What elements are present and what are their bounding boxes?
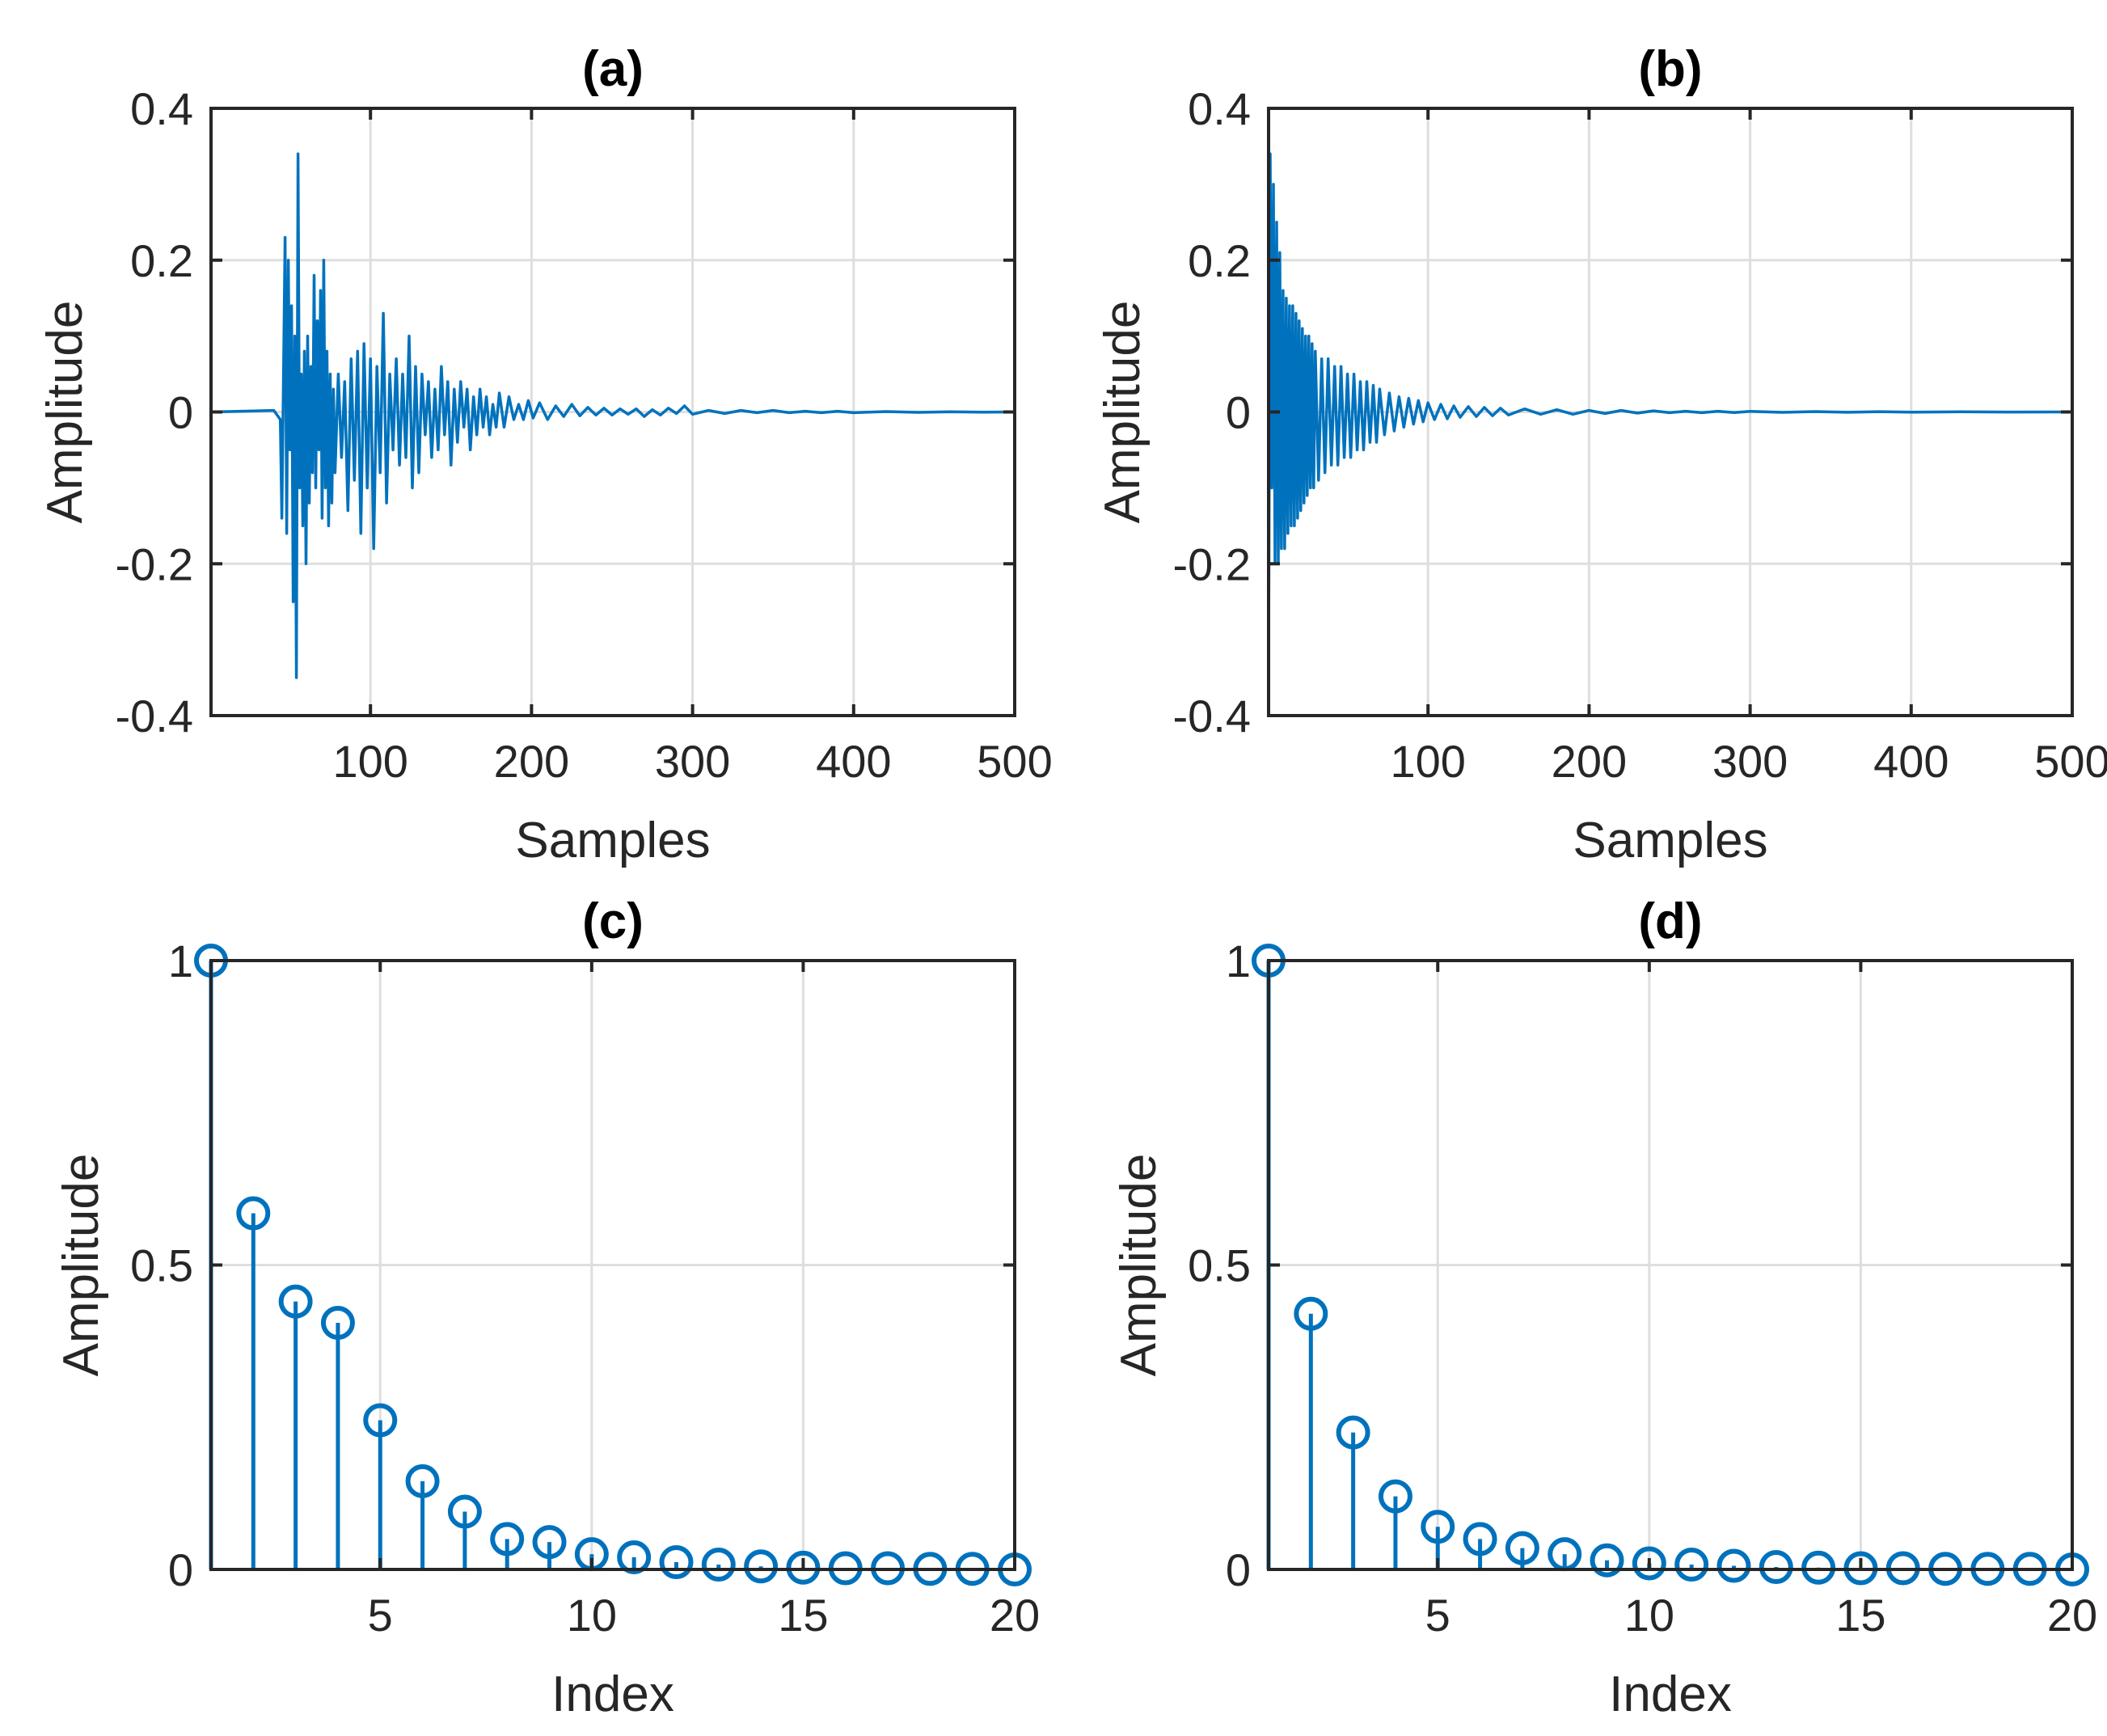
- y-tick-label: 1: [1226, 936, 1251, 986]
- x-axis-label-c: Index: [551, 1666, 674, 1722]
- x-tick-label: 400: [1873, 736, 1949, 787]
- y-tick-label: 0.5: [130, 1240, 193, 1291]
- stem-marker: [532, 1525, 567, 1560]
- stem-marker: [701, 1547, 736, 1582]
- stem-marker: [490, 1522, 525, 1556]
- stem-marker: [659, 1544, 694, 1579]
- x-tick-label: 20: [990, 1590, 1040, 1641]
- stem-marker: [1548, 1537, 1582, 1572]
- x-tick-label: 500: [977, 736, 1052, 787]
- x-axis-label-b: Samples: [1573, 813, 1767, 868]
- stem-marker: [1632, 1546, 1666, 1581]
- stem-marker: [363, 1403, 398, 1438]
- panel-title-d: (d): [1638, 893, 1702, 949]
- stem-marker: [236, 1196, 271, 1231]
- y-tick-label: 0.4: [1188, 83, 1251, 134]
- x-tick-label: 300: [655, 736, 730, 787]
- panel-title-c: (c): [582, 893, 644, 949]
- stem-marker: [744, 1549, 779, 1584]
- y-tick-label: -0.2: [116, 539, 194, 589]
- series-line-a: [210, 152, 1015, 679]
- x-axis-label-a: Samples: [515, 813, 710, 868]
- stem-marker: [1421, 1510, 1455, 1544]
- x-tick-label: 200: [1552, 736, 1627, 787]
- y-tick-label: -0.4: [116, 691, 194, 741]
- x-tick-label: 300: [1712, 736, 1788, 787]
- x-tick-label: 500: [2034, 736, 2107, 787]
- y-axis-label-c: Amplitude: [53, 1154, 109, 1377]
- stem-marker: [1759, 1549, 1793, 1584]
- stem-marker: [1505, 1531, 1539, 1565]
- y-tick-label: -0.4: [1173, 691, 1252, 741]
- x-tick-label: 10: [567, 1590, 617, 1641]
- x-tick-label: 200: [494, 736, 569, 787]
- panel-title-b: (b): [1638, 41, 1702, 97]
- y-axis-label-a: Amplitude: [37, 301, 93, 524]
- stem-marker: [1463, 1522, 1497, 1556]
- stem-marker: [1801, 1550, 1836, 1585]
- x-tick-label: 100: [1390, 736, 1465, 787]
- series-line-b: [1267, 152, 2073, 678]
- stem-marker: [1674, 1547, 1709, 1582]
- stem-marker: [278, 1284, 313, 1319]
- stem-marker: [1716, 1548, 1751, 1583]
- y-tick-label: 0: [168, 1544, 193, 1595]
- y-axis-label-d: Amplitude: [1111, 1154, 1167, 1377]
- stem-marker: [320, 1306, 355, 1341]
- y-tick-label: 0.4: [130, 83, 193, 134]
- panels: 100 200 300 400 500-0.4-0.200.20.4(a)Samples…: [37, 41, 2107, 1722]
- stem-marker: [1590, 1543, 1624, 1578]
- stem-marker: [405, 1464, 440, 1498]
- panel-d: 5 10 15 20 0 0.5 1 (d) Index Amplitude: [1111, 893, 2097, 1722]
- stem-marker: [1294, 1296, 1328, 1331]
- y-tick-label: 1: [168, 936, 193, 986]
- stem-marker: [617, 1540, 652, 1574]
- x-tick-label: 5: [368, 1590, 393, 1641]
- panel-c: 5 10 15 20 0 0.5 1 (c) Index Amplitude: [53, 893, 1040, 1722]
- panel-a: 100 200 300 400 500 -0.4 -0.2 0 0.2 0.4 (a) Samples…: [37, 41, 1053, 868]
- y-tick-label: -0.2: [1173, 539, 1252, 589]
- x-tick-label: 15: [778, 1590, 828, 1641]
- panel-b: 100 200 300 400 500 -0.4 -0.2 0 0.2 0.4 (b) Samples…: [1095, 41, 2107, 868]
- stem-marker: [1378, 1479, 1412, 1514]
- x-tick-label: 10: [1624, 1590, 1674, 1641]
- x-tick-label: 5: [1425, 1590, 1450, 1641]
- stem-marker: [447, 1494, 482, 1529]
- stem-marker: [1336, 1415, 1370, 1450]
- y-tick-label: 0.5: [1188, 1240, 1251, 1291]
- x-axis-label-d: Index: [1609, 1666, 1732, 1722]
- x-tick-label: 100: [332, 736, 407, 787]
- y-tick-label: 0.2: [130, 235, 193, 286]
- x-tick-label: 400: [816, 736, 891, 787]
- y-tick-label: 0: [1226, 387, 1251, 438]
- y-tick-label: 0.2: [1188, 235, 1251, 286]
- y-tick-label: 0: [168, 387, 193, 438]
- panel-title-a: (a): [582, 41, 644, 97]
- x-tick-label: 20: [2047, 1590, 2097, 1641]
- y-tick-label: 0: [1226, 1544, 1251, 1595]
- stem-marker: [786, 1550, 821, 1585]
- x-tick-label: 15: [1835, 1590, 1885, 1641]
- y-axis-label-b: Amplitude: [1095, 301, 1151, 524]
